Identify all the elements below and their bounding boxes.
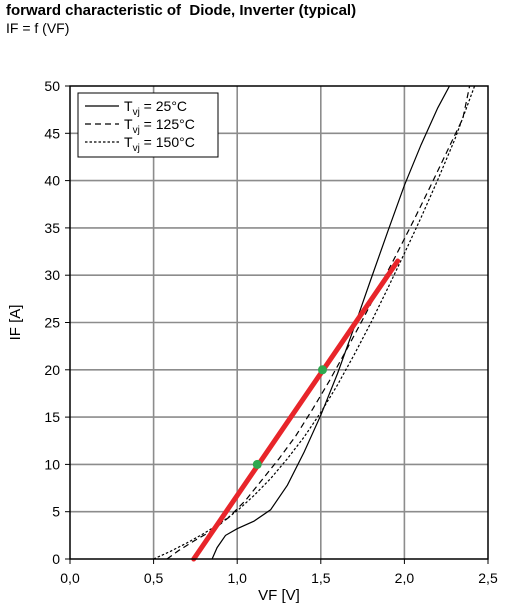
- legend-entry-1: Tvj = 25°C: [124, 98, 187, 118]
- x-tick-label: 0,0: [60, 570, 80, 586]
- y-tick-label: 25: [44, 315, 60, 331]
- y-tick-label: 40: [44, 173, 60, 189]
- legend-entry-2: Tvj = 125°C: [124, 116, 195, 136]
- y-tick-label: 20: [44, 362, 60, 378]
- x-axis-label: VF [V]: [258, 587, 300, 604]
- legend-entry-3: Tvj = 150°C: [124, 134, 195, 154]
- y-tick-label: 10: [44, 456, 60, 472]
- legend-box: [77, 92, 219, 158]
- annotation-point: [317, 365, 327, 375]
- x-tick-label: 1,0: [227, 570, 247, 586]
- x-tick-label: 2,0: [395, 570, 415, 586]
- series-line-3: [153, 86, 476, 559]
- annotation-group: [191, 258, 401, 562]
- x-tick-label: 2,5: [478, 570, 498, 586]
- y-tick-label: 5: [52, 504, 60, 520]
- y-tick-label: 35: [44, 220, 60, 236]
- y-tick-label: 0: [52, 551, 60, 567]
- series-line-1: [211, 86, 451, 559]
- chart-title: forward characteristic of Diode, Inverte…: [6, 2, 357, 19]
- y-tick-label: 50: [44, 78, 60, 94]
- annotation-point: [252, 459, 262, 469]
- tick-labels: 0,0 0,5 1,0 1,5 2,0 2,5 0 5 10 15 20 25 30 35 40 45 50: [44, 78, 498, 586]
- x-tick-label: 1,5: [311, 570, 331, 586]
- series-line-2: [166, 86, 471, 559]
- y-tick-label: 45: [44, 125, 60, 141]
- y-tick-label: 15: [44, 409, 60, 425]
- annotation-line: [191, 258, 401, 562]
- y-axis-label: IF [A]: [7, 305, 24, 341]
- chart-subtitle: IF = f (VF): [6, 20, 70, 36]
- x-tick-label: 0,5: [144, 570, 164, 586]
- series-group: [153, 86, 476, 559]
- y-tick-label: 30: [44, 267, 60, 283]
